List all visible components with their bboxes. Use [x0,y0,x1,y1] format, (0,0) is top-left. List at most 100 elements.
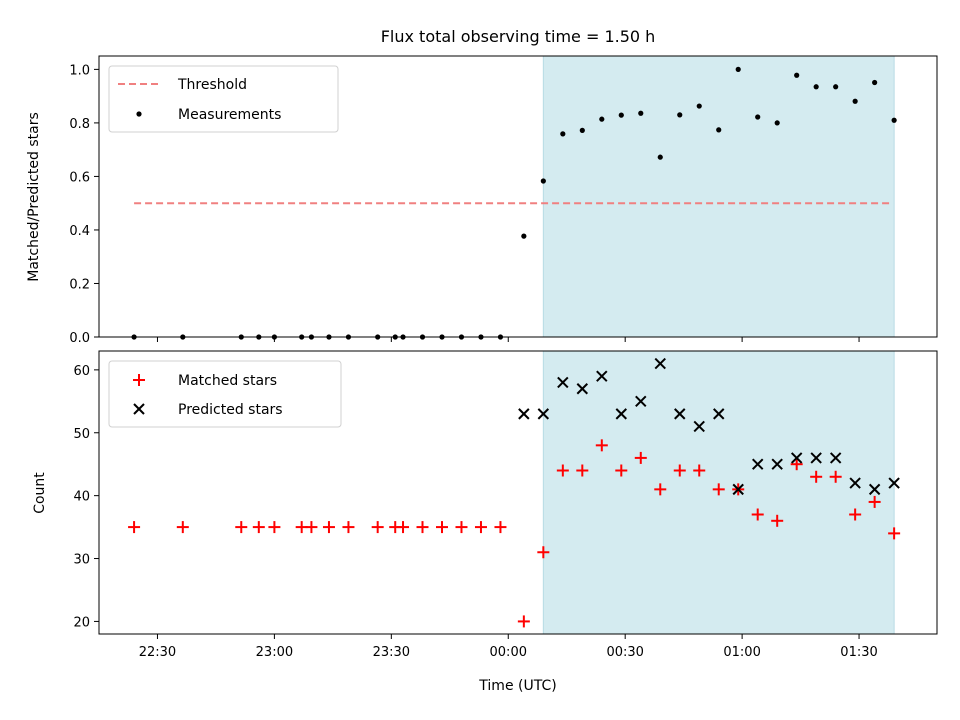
matched-stars-point [712,483,725,496]
predicted-stars-point [537,408,550,420]
predicted-stars-point [557,376,569,389]
predicted-stars-point [732,483,744,496]
matched-stars-point [556,464,569,477]
observing-interval-shade [543,56,895,337]
y-tick-label: 1.0 [69,63,90,78]
bottom-panel-frame [98,350,938,635]
matched-stars-point [888,527,901,540]
matched-stars-point [868,495,881,508]
predicted-stars-point [829,452,842,464]
x-tick-label: 00:30 [606,645,643,660]
matched-stars-point [771,514,784,527]
matched-stars-point [537,546,550,559]
legend-predicted-swatch [133,403,145,415]
top-panel-legend: Threshold Measurements [108,65,339,133]
matched-stars-point [494,521,507,534]
predicted-stars-point [596,370,608,382]
matched-stars-point [576,464,589,477]
legend-matched-swatch [133,374,145,386]
predicted-stars-point [654,357,666,370]
measurements-point [696,103,702,109]
matched-stars-point [252,521,265,534]
legend-frame [108,65,339,133]
matched-stars-point [790,458,803,471]
measurements-point [833,84,839,90]
predicted-stars-point [713,408,725,420]
matched-stars-point [416,521,429,534]
matched-stars-point [268,521,281,534]
measurements-point [852,98,858,104]
matched-stars-point [342,521,355,534]
bottom-panel-ylabel: Count [32,472,48,514]
matched-stars-point [615,464,628,477]
predicted-stars-point [674,408,686,420]
x-tick-label: 01:00 [723,645,760,660]
matched-stars-point [595,439,608,452]
y-tick-label: 60 [73,364,90,379]
y-tick-label: 20 [73,615,90,630]
predicted-stars-point [849,477,861,489]
matched-stars-point [305,521,318,534]
predicted-stars-point [751,458,764,470]
matched-stars-point [474,521,487,534]
matched-stars-point [849,508,862,521]
measurements-point [794,72,800,78]
matched-stars-point [517,615,530,628]
chart-title: Flux total observing time = 1.50 h [381,27,656,46]
matched-stars-point [634,451,647,464]
legend-measurements-swatch [136,111,142,117]
matched-stars-point [397,521,410,534]
matched-stars-point [810,470,823,483]
y-tick-label: 0.6 [69,170,90,185]
matched-stars-point [751,508,764,521]
bottom-panel-legend: Matched stars Predicted stars [108,360,342,428]
predicted-stars-point [576,383,589,395]
predicted-stars-point [810,452,822,464]
legend-threshold-label: Threshold [177,77,247,93]
matched-stars-point [693,464,706,477]
y-tick-label: 0.0 [69,331,90,346]
matched-stars-point [673,464,686,477]
matched-stars-point [235,521,248,534]
measurements-point [560,131,566,137]
predicted-stars-point [790,452,803,464]
matched-stars-point [435,521,448,534]
x-tick-label: 22:30 [139,645,176,660]
measurements-point [735,66,741,72]
bottom-panel: 22:30 23:00 23:30 00:00 00:30 01:00 01:30 20 30… [32,350,938,660]
y-tick-label: 0.4 [69,224,90,239]
y-tick-label: 0.2 [69,277,90,292]
predicted-stars-point [771,458,783,470]
measurements-point [774,120,780,126]
predicted-stars-point [615,408,627,420]
y-tick-label: 30 [73,553,90,568]
top-panel-frame [98,55,938,338]
measurements-point [638,110,644,116]
legend-predicted-label: Predicted stars [178,402,283,418]
measurements-point [891,117,897,123]
predicted-stars-point [888,477,900,489]
measurements-point [677,112,683,118]
x-axis-label: Time (UTC) [478,678,556,694]
measurements-point [716,127,722,133]
x-tick-label: 23:00 [256,645,293,660]
top-panel-ylabel: Matched/Predicted stars [26,112,42,282]
measurements-point [657,154,663,160]
matched-stars-point [371,521,384,534]
measurements-point [521,233,527,239]
y-tick-label: 40 [73,490,90,505]
measurements-point [872,79,878,86]
predicted-stars-point [518,408,530,420]
measurements-point [813,84,819,90]
measurements-point [755,114,761,120]
y-tick-label: 50 [73,427,90,442]
legend-matched-label: Matched stars [178,373,277,389]
legend-frame [108,360,342,428]
measurements-point [540,178,546,184]
predicted-stars-point [635,395,647,408]
x-tick-label: 00:00 [490,645,527,660]
measurements-point [599,116,605,122]
matched-stars-point [176,521,189,534]
predicted-stars-point [868,483,881,496]
